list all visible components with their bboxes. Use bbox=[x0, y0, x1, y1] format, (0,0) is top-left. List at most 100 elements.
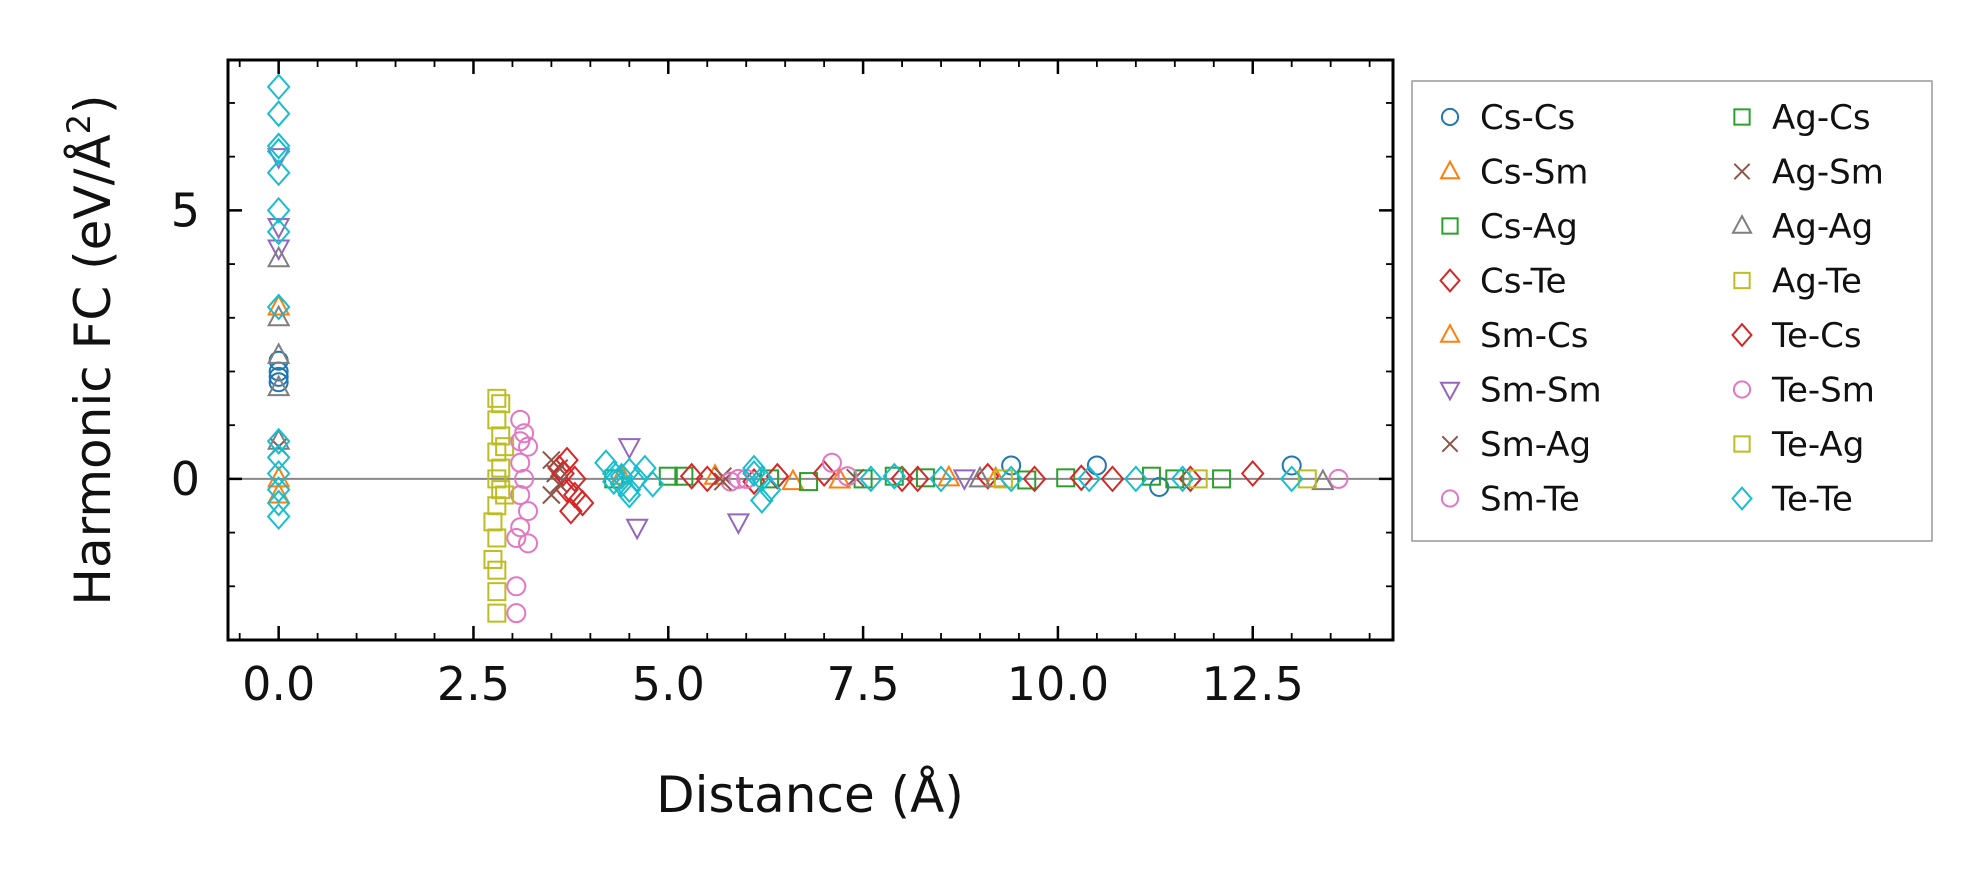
legend-item-ag-te: Ag-Te bbox=[1733, 262, 1862, 302]
point-te-cs bbox=[905, 465, 930, 493]
data-points bbox=[266, 73, 1349, 624]
point-te-te bbox=[266, 459, 291, 488]
point-te-te bbox=[640, 470, 665, 498]
point-ag-ag bbox=[266, 374, 291, 397]
legend-label-te-cs: Te-Cs bbox=[1771, 316, 1862, 356]
legend-marker-te-sm bbox=[1732, 380, 1752, 399]
legend-marker-cs-cs bbox=[1440, 107, 1460, 127]
legend-label-sm-te: Sm-Te bbox=[1480, 480, 1580, 520]
point-te-cs bbox=[695, 465, 720, 493]
point-cs-te bbox=[562, 465, 587, 493]
point-ag-cs bbox=[658, 466, 678, 486]
point-ag-ag bbox=[266, 304, 291, 327]
point-te-ag bbox=[1188, 469, 1208, 489]
legend-item-cs-te: Cs-Te bbox=[1439, 262, 1567, 302]
x-tick-label: 0.0 bbox=[242, 657, 315, 711]
y-tick-label: 5 bbox=[171, 183, 200, 237]
legend-item-cs-cs: Cs-Cs bbox=[1440, 98, 1575, 138]
point-ag-cs bbox=[1165, 469, 1185, 489]
plot-layer bbox=[228, 73, 1393, 624]
point-ag-ag bbox=[266, 342, 291, 364]
point-ag-sm bbox=[713, 472, 733, 491]
point-te-te bbox=[859, 465, 883, 493]
y-axis-label: Harmonic FC (eV/Å2) bbox=[60, 94, 122, 605]
point-te-te bbox=[757, 476, 782, 504]
point-te-te bbox=[1124, 465, 1148, 493]
point-te-te bbox=[749, 465, 774, 493]
point-cs-te bbox=[570, 489, 595, 517]
point-sm-ag bbox=[542, 485, 561, 505]
x-tick-label: 7.5 bbox=[827, 657, 900, 711]
point-sm-te bbox=[821, 452, 842, 473]
point-te-sm bbox=[506, 603, 527, 624]
legend-label-te-sm: Te-Sm bbox=[1771, 371, 1875, 411]
point-te-te bbox=[266, 137, 291, 165]
point-cs-te bbox=[1100, 465, 1125, 493]
legend-label-cs-te: Cs-Te bbox=[1480, 262, 1567, 302]
point-ag-cs bbox=[1056, 468, 1076, 488]
point-ag-te bbox=[495, 485, 515, 505]
legend-label-ag-ag: Ag-Ag bbox=[1772, 207, 1873, 247]
legend-marker-ag-te bbox=[1733, 271, 1751, 290]
point-te-sm bbox=[837, 466, 858, 487]
legend-marker-te-ag bbox=[1733, 435, 1751, 453]
point-sm-te bbox=[518, 501, 539, 522]
point-cs-te bbox=[679, 462, 704, 490]
point-cs-te bbox=[559, 497, 583, 525]
point-ag-ag bbox=[1311, 468, 1335, 491]
point-ag-te bbox=[487, 388, 507, 408]
point-te-te bbox=[266, 476, 291, 504]
point-ag-cs bbox=[884, 466, 904, 486]
legend-item-te-cs: Te-Cs bbox=[1731, 316, 1862, 356]
point-te-te bbox=[266, 218, 291, 246]
legend-item-ag-ag: Ag-Ag bbox=[1731, 207, 1873, 247]
legend-label-sm-cs: Sm-Cs bbox=[1480, 316, 1588, 356]
legend-marker-sm-sm bbox=[1439, 381, 1461, 402]
point-ag-ag bbox=[266, 428, 291, 450]
point-te-te bbox=[1279, 465, 1304, 493]
point-ag-te bbox=[483, 512, 503, 532]
point-cs-te bbox=[812, 459, 836, 488]
legend-item-ag-sm: Ag-Sm bbox=[1733, 153, 1884, 193]
point-te-sm bbox=[518, 533, 539, 554]
point-ag-te bbox=[483, 549, 503, 569]
point-ag-te bbox=[487, 582, 507, 602]
point-cs-sm bbox=[937, 464, 961, 487]
legend-label-cs-ag: Cs-Ag bbox=[1480, 207, 1578, 247]
point-ag-te bbox=[487, 528, 507, 548]
x-tick-label: 10.0 bbox=[1007, 657, 1109, 711]
y-tick-label: 0 bbox=[171, 452, 200, 506]
legend-label-ag-sm: Ag-Sm bbox=[1772, 153, 1884, 193]
point-ag-te bbox=[1297, 469, 1317, 489]
point-sm-te bbox=[1328, 468, 1349, 489]
x-tick-label: 12.5 bbox=[1202, 657, 1304, 711]
series-te-sm bbox=[506, 431, 858, 624]
legend-label-cs-cs: Cs-Cs bbox=[1480, 98, 1575, 138]
point-te-te bbox=[266, 443, 291, 471]
point-te-te bbox=[601, 468, 626, 496]
point-te-cs bbox=[562, 481, 587, 509]
point-te-te bbox=[1170, 465, 1195, 493]
point-te-te bbox=[882, 462, 907, 490]
point-te-te bbox=[266, 196, 291, 224]
legend-item-sm-cs: Sm-Cs bbox=[1439, 316, 1588, 356]
legend-item-sm-te: Sm-Te bbox=[1440, 480, 1580, 520]
point-ag-te bbox=[491, 426, 511, 446]
point-te-cs bbox=[765, 462, 790, 490]
point-cs-ag bbox=[674, 466, 694, 486]
legend-marker-sm-cs bbox=[1439, 322, 1461, 343]
point-te-te bbox=[266, 427, 291, 455]
legend-item-te-te: Te-Te bbox=[1731, 480, 1853, 520]
legend-label-ag-te: Ag-Te bbox=[1772, 262, 1862, 302]
point-te-sm bbox=[510, 431, 531, 452]
legend-marker-ag-sm bbox=[1733, 163, 1751, 180]
legend-item-cs-ag: Cs-Ag bbox=[1441, 207, 1578, 247]
legend: Cs-Cs Cs-Sm Cs-Ag Cs-Te Sm-Cs Sm-Sm Sm-Ag Sm-Te… bbox=[1411, 80, 1933, 542]
legend-marker-ag-ag bbox=[1731, 213, 1753, 234]
point-sm-cs bbox=[828, 466, 852, 489]
point-sm-sm bbox=[726, 513, 751, 535]
point-cs-ag bbox=[1212, 469, 1232, 489]
legend-marker-cs-ag bbox=[1441, 217, 1459, 235]
series-te-cs bbox=[551, 459, 1094, 509]
point-te-ag bbox=[993, 469, 1013, 489]
